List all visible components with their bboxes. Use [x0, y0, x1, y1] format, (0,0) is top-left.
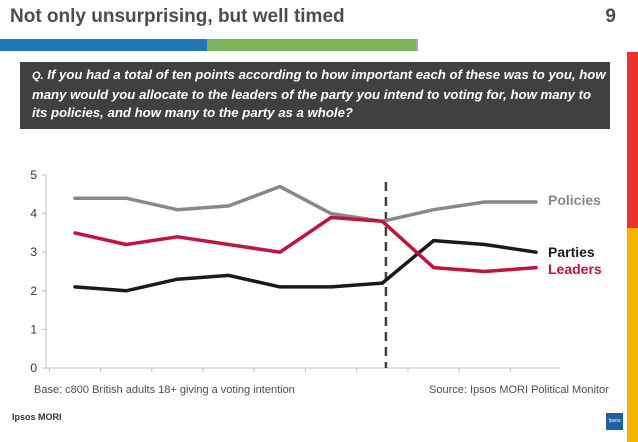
header-rule-blue: [0, 39, 207, 51]
page-title: Not only unsurprising, but well timed: [10, 6, 345, 27]
side-accent-yellow: [627, 228, 638, 442]
series-line-parties: [73, 238, 538, 293]
series-label-policies: Policies: [548, 192, 601, 208]
source-footnote: Source: Ipsos MORI Political Monitor: [429, 384, 609, 396]
series-line-leaders: [73, 215, 538, 274]
question-prefix: Q.: [32, 70, 44, 82]
series-label-parties: Parties: [548, 244, 595, 260]
y-tick-label: 1: [30, 322, 37, 336]
y-tick-label: 5: [30, 168, 37, 182]
y-tick-label: 2: [30, 284, 37, 298]
ipsos-logo-text: Ipsos: [608, 418, 621, 424]
page-number: 9: [605, 6, 616, 27]
y-tick-label: 0: [30, 361, 37, 375]
question-box: Q. If you had a total of ten points acco…: [20, 62, 610, 129]
header-rule-tick: [416, 39, 418, 51]
question-text: If you had a total of ten points accordi…: [32, 67, 606, 120]
series-label-leaders: Leaders: [548, 261, 602, 277]
base-footnote: Base: c800 British adults 18+ giving a v…: [34, 384, 295, 396]
side-accent-red: [627, 52, 638, 228]
ipsos-logo: Ipsos: [606, 413, 623, 430]
series-line-policies: [73, 184, 538, 224]
y-tick-label: 4: [30, 207, 37, 221]
ipsos-mori-wordmark: Ipsos MORI: [12, 412, 62, 422]
header-rule-green: [207, 39, 416, 51]
y-tick-label: 3: [30, 245, 37, 259]
